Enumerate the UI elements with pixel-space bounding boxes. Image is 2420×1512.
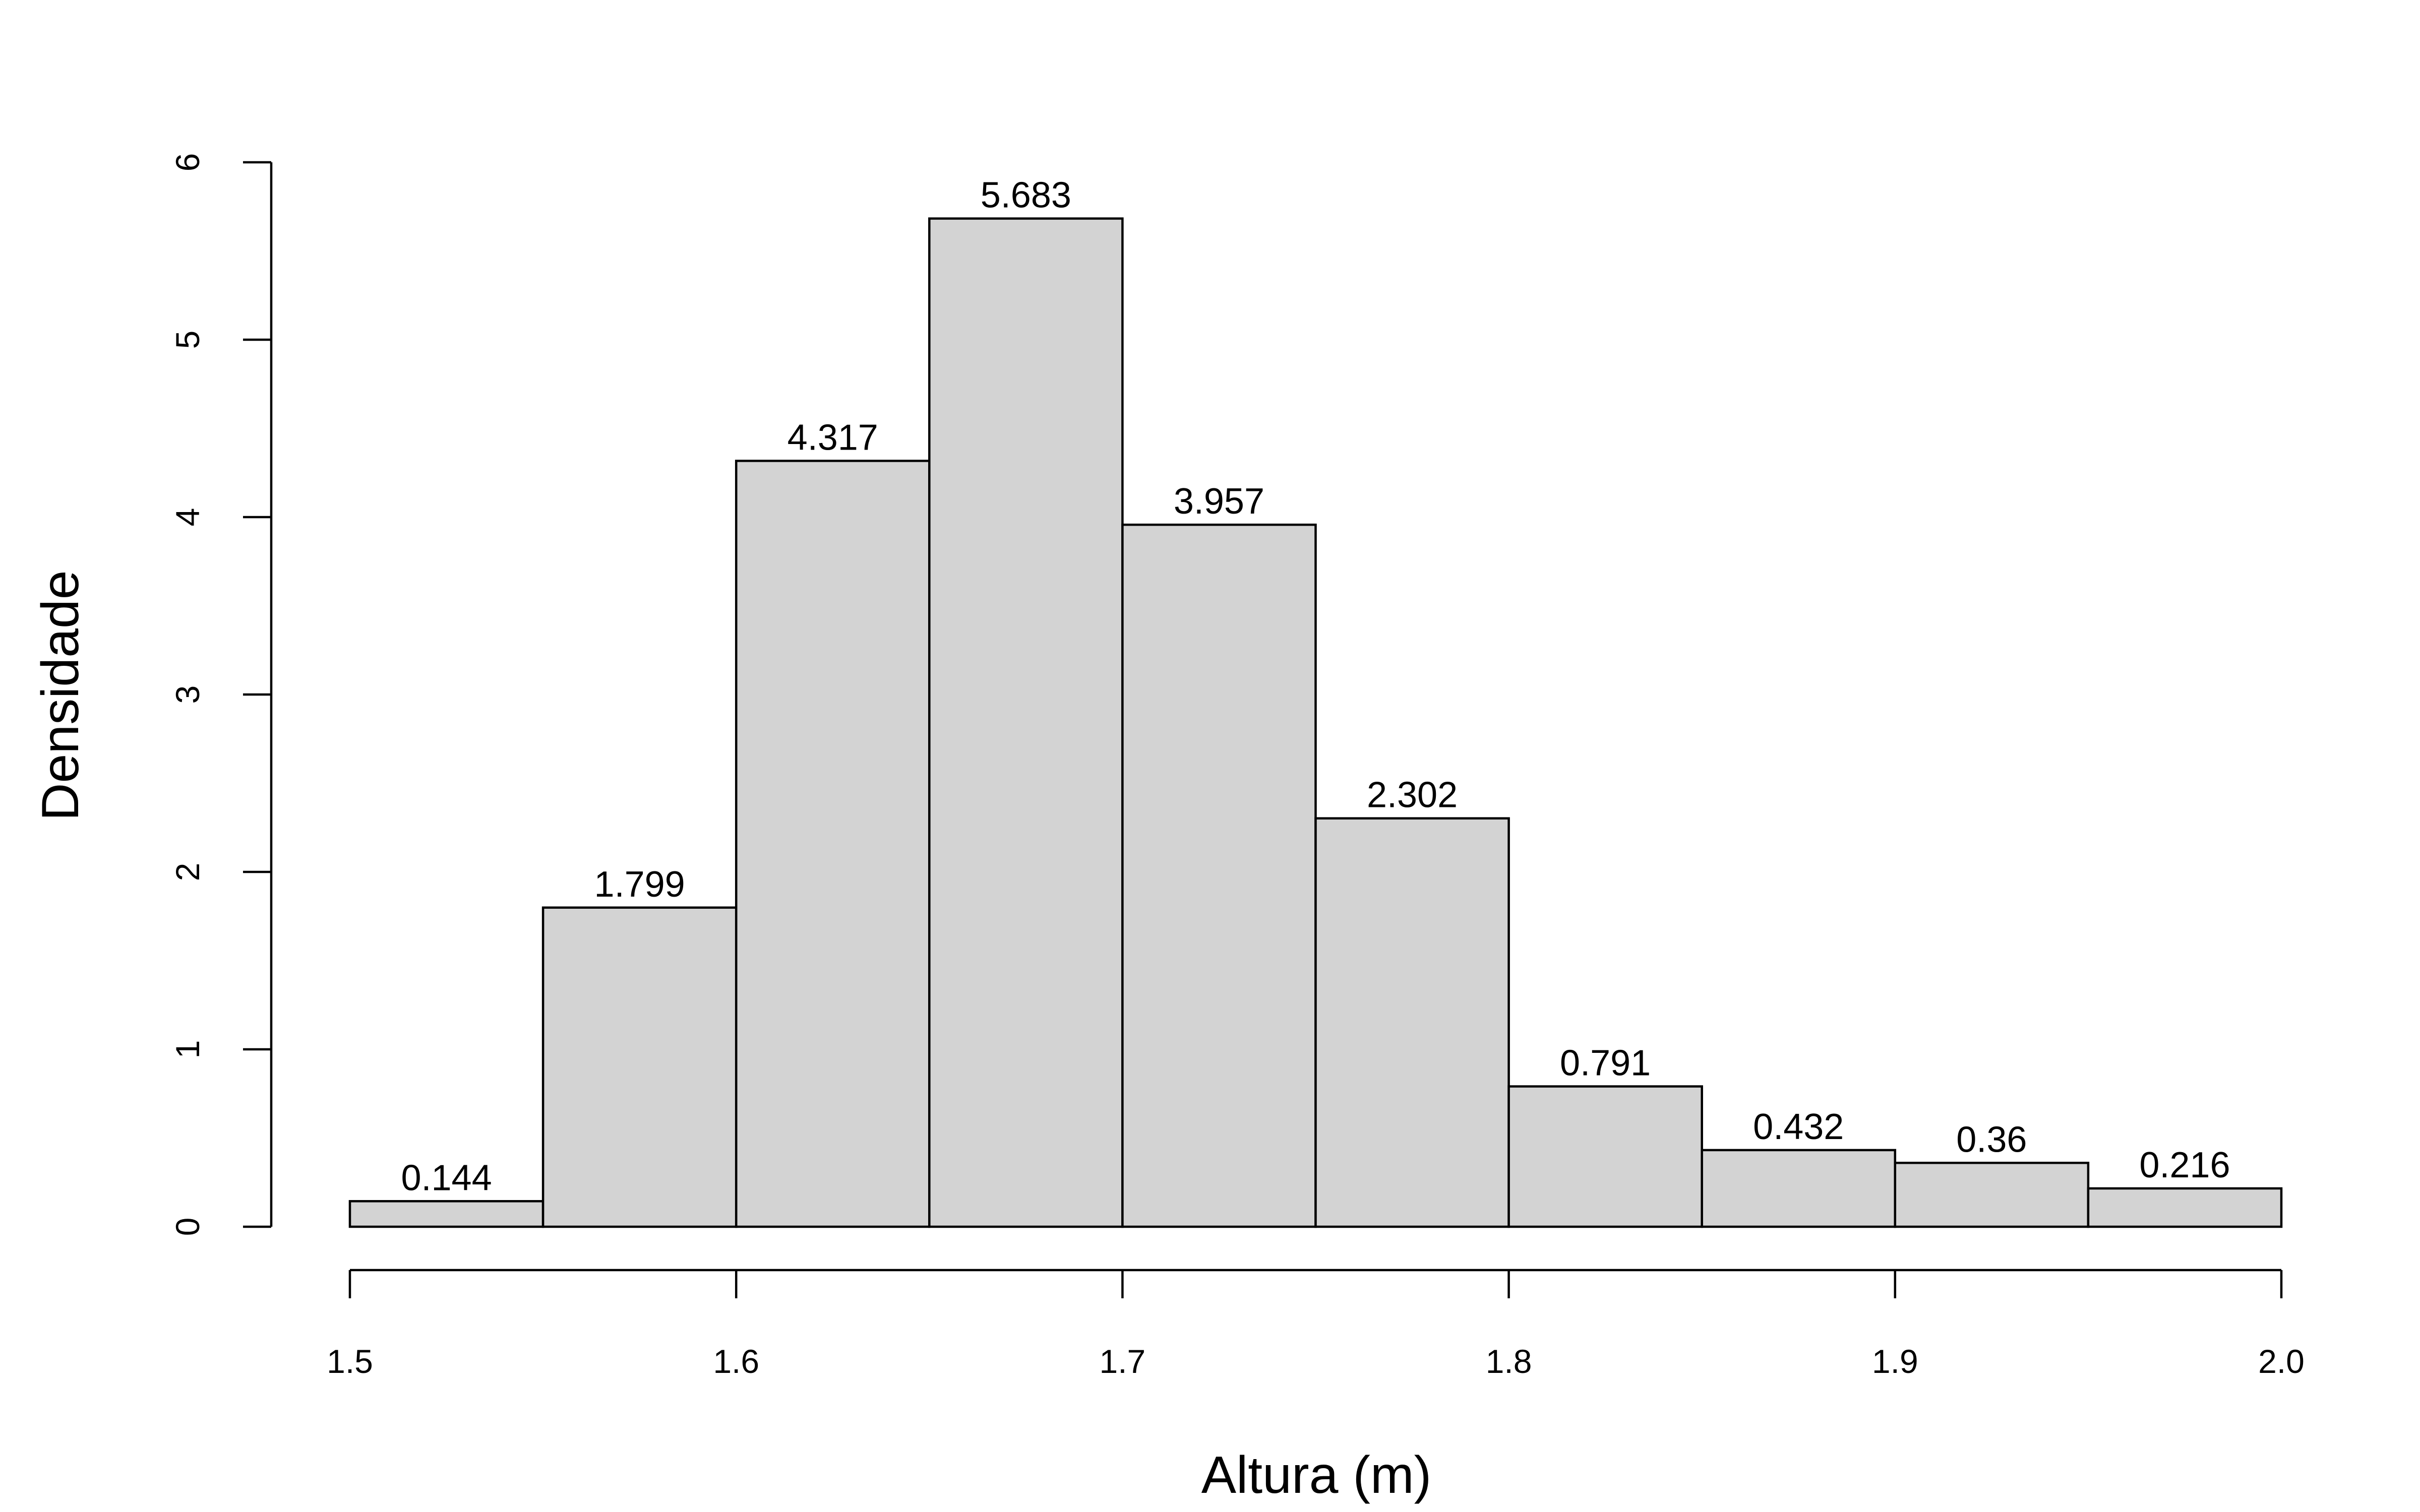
y-tick-label: 3: [169, 685, 206, 704]
histogram-bar: [928, 217, 1124, 1228]
bar-labels-group: 0.144 1.799 4.317 5.683 3.957 2.302 0.791 0.432…: [401, 175, 2230, 1199]
x-tick-label: 1.6: [713, 1343, 759, 1380]
y-axis: 0 1 2 3 4 5 6: [169, 153, 273, 1236]
histogram-bar: [1121, 523, 1317, 1228]
histogram-bar: [1314, 817, 1510, 1228]
x-tick-label: 1.5: [327, 1343, 373, 1380]
histogram-bar: [348, 1200, 544, 1228]
y-tick-label: 5: [169, 331, 206, 349]
x-tick-label: 1.8: [1486, 1343, 1532, 1380]
bar-value-label: 0.432: [1753, 1107, 1844, 1147]
bars-group: [348, 217, 2283, 1228]
histogram-bar: [735, 460, 931, 1228]
y-axis-title: Densidade: [31, 570, 90, 821]
bar-value-label: 0.216: [2139, 1145, 2230, 1185]
y-tick-label: 2: [169, 863, 206, 881]
x-axis-title: Altura (m): [1201, 1446, 1431, 1504]
bar-value-label: 0.144: [401, 1158, 492, 1198]
bar-value-label: 2.302: [1367, 775, 1458, 815]
y-tick-label: 0: [169, 1218, 206, 1236]
histogram-bar: [541, 906, 738, 1228]
bar-value-label: 1.799: [594, 864, 685, 905]
y-tick-label: 4: [169, 508, 206, 527]
histogram-bar: [2087, 1187, 2283, 1228]
x-tick-label: 1.7: [1100, 1343, 1146, 1380]
histogram-bar: [1894, 1162, 2090, 1228]
histogram-bar: [1701, 1149, 1897, 1228]
x-tick-label: 2.0: [2258, 1343, 2305, 1380]
y-tick-label: 6: [169, 153, 206, 172]
bar-value-label: 5.683: [981, 175, 1071, 216]
bar-value-label: 0.36: [1956, 1119, 2027, 1160]
bar-value-label: 0.791: [1560, 1043, 1651, 1084]
histogram-bar: [1507, 1085, 1703, 1228]
bar-value-label: 4.317: [788, 417, 878, 458]
x-tick-label: 1.9: [1872, 1343, 1918, 1380]
y-tick-label: 1: [169, 1040, 206, 1059]
bar-value-label: 3.957: [1174, 481, 1264, 522]
x-axis: 1.5 1.6 1.7 1.8 1.9 2.0: [327, 1269, 2305, 1380]
